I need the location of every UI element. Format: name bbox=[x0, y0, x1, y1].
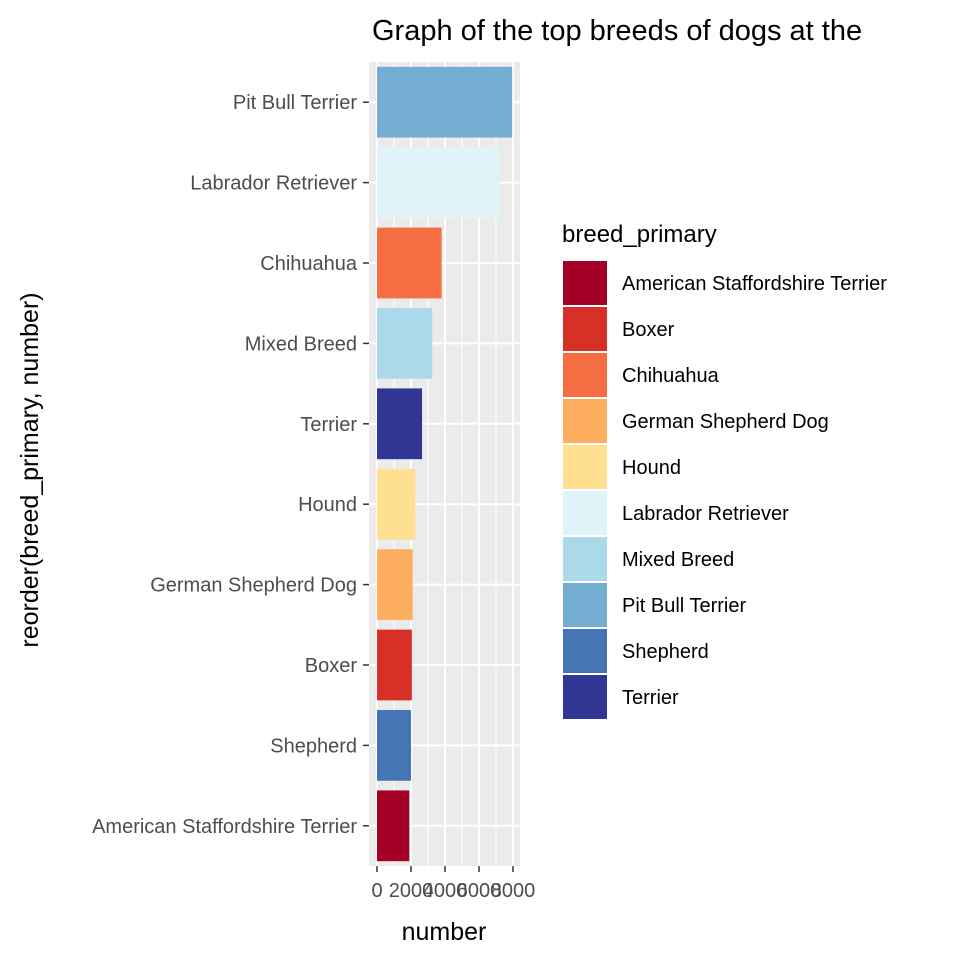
x-tick-label: 0 bbox=[371, 880, 382, 902]
y-axis-title: reorder(breed_primary, number) bbox=[16, 292, 44, 647]
legend-title: breed_primary bbox=[562, 221, 717, 248]
legend-key bbox=[563, 399, 607, 443]
legend-label: Shepherd bbox=[622, 641, 709, 663]
legend-label: Pit Bull Terrier bbox=[622, 595, 746, 617]
legend-key bbox=[563, 353, 607, 397]
legend-key bbox=[563, 445, 607, 489]
legend-key bbox=[563, 537, 607, 581]
y-tick-label: Pit Bull Terrier bbox=[233, 92, 357, 114]
y-tick-label: Labrador Retriever bbox=[190, 173, 357, 195]
x-tick-label: 2000 bbox=[389, 880, 434, 902]
legend-key bbox=[563, 675, 607, 719]
bar bbox=[377, 308, 433, 379]
legend-key bbox=[563, 583, 607, 627]
legend-label: American Staffordshire Terrier bbox=[622, 273, 887, 295]
bar bbox=[377, 549, 413, 620]
bar bbox=[377, 147, 500, 218]
bar bbox=[377, 710, 411, 781]
x-tick-label: 6000 bbox=[457, 880, 502, 902]
legend: American Staffordshire Terrier Boxer Chihu… bbox=[563, 261, 887, 719]
y-tick-label: Mixed Breed bbox=[245, 333, 357, 355]
legend-key bbox=[563, 307, 607, 351]
bars bbox=[377, 66, 513, 862]
bar bbox=[377, 227, 442, 299]
legend-label: Labrador Retriever bbox=[622, 503, 789, 525]
x-axis-title: number bbox=[402, 918, 487, 946]
legend-label: Chihuahua bbox=[622, 365, 720, 387]
y-tick-label: American Staffordshire Terrier bbox=[92, 816, 357, 838]
legend-label: Mixed Breed bbox=[622, 549, 734, 571]
y-tick-label: Shepherd bbox=[270, 735, 357, 757]
legend-key bbox=[563, 629, 607, 673]
legend-label: Boxer bbox=[622, 319, 675, 341]
bar bbox=[377, 66, 513, 138]
legend-label: Terrier bbox=[622, 687, 679, 709]
bar bbox=[377, 790, 410, 862]
y-tick-label: Boxer bbox=[305, 655, 358, 677]
x-tick-label: 4000 bbox=[423, 880, 468, 902]
y-axis-ticks: American Staffordshire Terrier Shepherd Bo… bbox=[92, 92, 369, 838]
x-tick-label: 8000 bbox=[491, 880, 536, 902]
chart-title: Graph of the top breeds of dogs at the bbox=[372, 15, 862, 47]
legend-key bbox=[563, 261, 607, 305]
y-tick-label: Chihuahua bbox=[260, 253, 358, 275]
bar bbox=[377, 468, 416, 540]
legend-label: Hound bbox=[622, 457, 681, 479]
legend-label: German Shepherd Dog bbox=[622, 411, 829, 433]
y-tick-label: Hound bbox=[298, 494, 357, 516]
legend-key bbox=[563, 491, 607, 535]
bar bbox=[377, 629, 412, 701]
y-tick-label: Terrier bbox=[300, 414, 357, 436]
y-tick-label: German Shepherd Dog bbox=[150, 575, 357, 597]
bar bbox=[377, 388, 423, 460]
